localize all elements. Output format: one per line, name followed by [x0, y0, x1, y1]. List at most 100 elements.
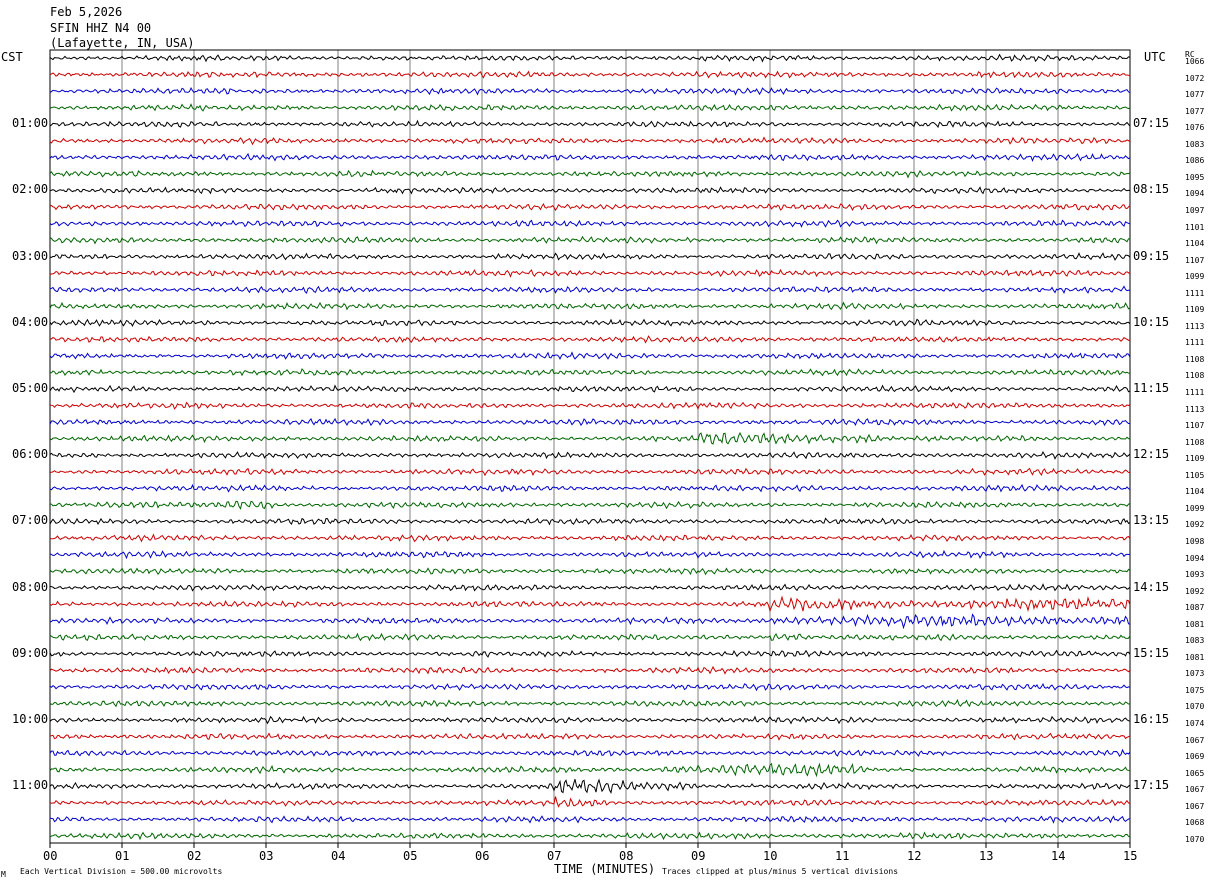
- vertical-scale-note: Each Vertical Division = 500.00 microvol…: [20, 867, 223, 876]
- x-tick-label: 04: [331, 849, 346, 863]
- right-hour-label: 09:15: [1133, 248, 1170, 263]
- rc-value: 1108: [1185, 437, 1205, 447]
- seismic-trace: [49, 202, 1131, 212]
- seismic-trace: [49, 103, 1131, 112]
- rc-value: 1108: [1185, 354, 1205, 364]
- seismic-trace: [49, 500, 1131, 510]
- x-tick-label: 05: [403, 849, 418, 863]
- rc-value: 1111: [1185, 288, 1205, 298]
- x-tick-label: 15: [1123, 849, 1138, 863]
- x-tick-label: 09: [691, 849, 706, 863]
- rc-value: 1094: [1185, 553, 1205, 563]
- seismic-trace: [49, 778, 1131, 794]
- left-hour-label: 11:00: [12, 778, 49, 793]
- seismic-trace: [49, 567, 1131, 576]
- x-tick-label: 00: [43, 849, 58, 863]
- rc-value: 1094: [1185, 189, 1205, 199]
- rc-value: 1111: [1185, 388, 1205, 397]
- seismic-trace: [49, 450, 1131, 460]
- rc-value: 1077: [1185, 106, 1205, 116]
- rc-value: 1111: [1185, 338, 1205, 348]
- seismic-trace: [49, 285, 1131, 295]
- x-axis-title: TIME (MINUTES): [554, 862, 656, 876]
- rc-value: 1101: [1185, 222, 1205, 232]
- rc-value: 1095: [1185, 172, 1205, 182]
- x-tick-label: 13: [979, 849, 994, 863]
- rc-value: 1087: [1185, 603, 1205, 613]
- left-hour-label: 03:00: [12, 248, 49, 263]
- rc-value: 1104: [1185, 239, 1205, 249]
- seismic-trace: [49, 368, 1131, 377]
- rc-column-label: RC: [1185, 50, 1195, 59]
- seismic-trace: [49, 152, 1131, 162]
- seismic-trace: [49, 762, 1131, 778]
- rc-value: 1107: [1185, 255, 1205, 265]
- rc-value: 1107: [1185, 421, 1205, 431]
- rc-value: 1070: [1185, 702, 1205, 712]
- x-tick-label: 10: [763, 849, 778, 863]
- seismic-trace: [49, 549, 1131, 560]
- rc-value: 1076: [1185, 123, 1205, 133]
- clipping-note: Traces clipped at plus/minus 5 vertical …: [662, 867, 899, 876]
- x-tick-label: 07: [547, 849, 562, 863]
- right-hour-label: 12:15: [1133, 447, 1170, 462]
- rc-value: 1065: [1185, 768, 1205, 778]
- seismic-trace: [49, 595, 1131, 613]
- x-tick-label: 01: [115, 849, 130, 863]
- rc-value: 1067: [1185, 785, 1205, 795]
- seismic-trace: [49, 517, 1131, 526]
- rc-value: 1083: [1185, 139, 1205, 149]
- rc-value: 1066: [1185, 57, 1205, 66]
- rc-value: 1067: [1185, 801, 1205, 811]
- rc-value: 1077: [1185, 90, 1205, 100]
- rc-value: 1109: [1185, 454, 1205, 464]
- right-hour-label: 14:15: [1133, 579, 1170, 594]
- seismic-trace: [49, 53, 1131, 63]
- rc-value: 1081: [1185, 652, 1205, 662]
- rc-value: 1073: [1185, 669, 1205, 679]
- left-hour-label: 02:00: [12, 182, 49, 197]
- seismic-trace: [49, 335, 1131, 344]
- seismic-trace: [49, 301, 1131, 311]
- rc-value: 1092: [1185, 520, 1205, 530]
- rc-value: 1113: [1185, 321, 1205, 331]
- seismic-trace: [49, 796, 1131, 808]
- x-tick-label: 06: [475, 849, 490, 863]
- plot-date: Feb 5,2026: [50, 5, 123, 19]
- left-hour-label: 07:00: [12, 513, 49, 528]
- rc-value: 1081: [1185, 619, 1205, 629]
- seismic-trace: [49, 467, 1131, 477]
- rc-value: 1104: [1185, 487, 1205, 497]
- right-hour-label: 16:15: [1133, 712, 1170, 726]
- right-hour-label: 13:15: [1133, 513, 1170, 528]
- rc-value: 1074: [1185, 719, 1205, 728]
- rc-value: 1109: [1185, 305, 1205, 315]
- seismic-trace: [49, 318, 1131, 327]
- left-hour-label: 01:00: [12, 116, 49, 131]
- right-hour-label: 07:15: [1133, 116, 1170, 131]
- seismic-trace: [49, 235, 1131, 245]
- rc-value: 1070: [1185, 834, 1205, 844]
- corner-mark: M: [1, 870, 6, 879]
- station-code: SFIN HHZ N4 00: [50, 21, 152, 35]
- right-hour-label: 15:15: [1133, 645, 1170, 660]
- x-tick-label: 03: [259, 849, 274, 863]
- right-timezone-label: UTC: [1144, 50, 1166, 64]
- seismic-trace: [49, 665, 1131, 675]
- right-hour-label: 17:15: [1133, 778, 1170, 793]
- rc-value: 1068: [1185, 818, 1205, 828]
- seismic-trace: [49, 417, 1131, 427]
- plot-frame: [49, 49, 1131, 844]
- seismic-trace: [49, 86, 1131, 96]
- rc-value: 1072: [1185, 73, 1205, 83]
- seismic-trace: [49, 483, 1131, 493]
- seismic-trace: [49, 401, 1131, 411]
- left-hour-label: 10:00: [12, 712, 49, 726]
- seismic-trace: [49, 632, 1131, 642]
- rc-value: 1093: [1185, 570, 1205, 580]
- left-timezone-label: CST: [1, 50, 23, 64]
- rc-value: 1075: [1185, 685, 1205, 695]
- x-tick-label: 12: [907, 849, 922, 863]
- station-location: (Lafayette, IN, USA): [50, 36, 195, 50]
